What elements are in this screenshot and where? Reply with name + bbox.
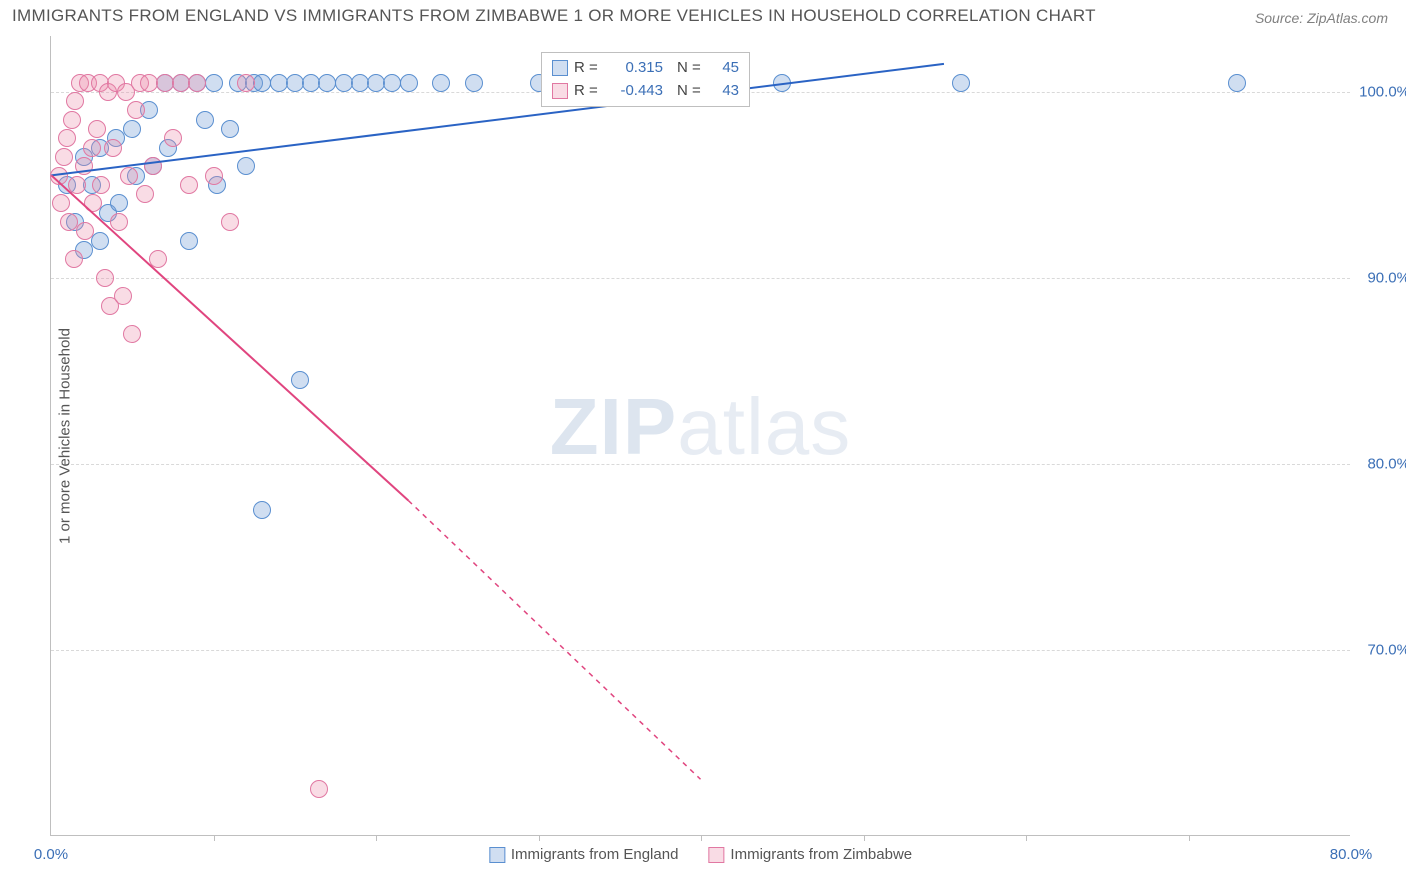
correlation-legend: R = 0.315 N = 45 R = -0.443 N = 43: [541, 52, 750, 107]
legend-item-england: Immigrants from England: [489, 846, 679, 863]
gridline-h: [51, 650, 1350, 651]
data-point-zimbabwe: [68, 176, 86, 194]
swatch-zimbabwe-icon: [708, 847, 724, 863]
data-point-england: [221, 120, 239, 138]
data-point-england: [432, 74, 450, 92]
x-minor-tick: [1189, 835, 1190, 841]
data-point-zimbabwe: [92, 176, 110, 194]
data-point-zimbabwe: [144, 157, 162, 175]
data-point-england: [196, 111, 214, 129]
source-label: Source: ZipAtlas.com: [1255, 10, 1388, 26]
data-point-zimbabwe: [88, 120, 106, 138]
data-point-zimbabwe: [104, 139, 122, 157]
legend-item-zimbabwe: Immigrants from Zimbabwe: [708, 846, 912, 863]
data-point-england: [291, 371, 309, 389]
x-tick-label: 80.0%: [1330, 846, 1373, 863]
x-minor-tick: [864, 835, 865, 841]
data-point-zimbabwe: [50, 167, 68, 185]
data-point-zimbabwe: [164, 129, 182, 147]
data-point-zimbabwe: [76, 222, 94, 240]
data-point-zimbabwe: [149, 250, 167, 268]
data-point-zimbabwe: [120, 167, 138, 185]
data-point-england: [110, 194, 128, 212]
gridline-h: [51, 278, 1350, 279]
correlation-chart: IMMIGRANTS FROM ENGLAND VS IMMIGRANTS FR…: [0, 0, 1406, 892]
data-point-zimbabwe: [96, 269, 114, 287]
y-tick-label: 80.0%: [1355, 455, 1406, 472]
data-point-england: [952, 74, 970, 92]
data-point-zimbabwe: [75, 157, 93, 175]
data-point-zimbabwe: [188, 74, 206, 92]
data-point-zimbabwe: [136, 185, 154, 203]
y-tick-label: 70.0%: [1355, 641, 1406, 658]
watermark: ZIPatlas: [550, 380, 851, 472]
series-legend: Immigrants from England Immigrants from …: [489, 846, 912, 863]
data-point-zimbabwe: [221, 213, 239, 231]
trendlines: [51, 36, 1350, 835]
y-tick-label: 90.0%: [1355, 269, 1406, 286]
y-axis-label: 1 or more Vehicles in Household: [57, 328, 74, 544]
data-point-zimbabwe: [55, 148, 73, 166]
data-point-zimbabwe: [63, 111, 81, 129]
data-point-zimbabwe: [127, 101, 145, 119]
data-point-england: [123, 120, 141, 138]
x-minor-tick: [701, 835, 702, 841]
data-point-england: [253, 501, 271, 519]
data-point-england: [237, 157, 255, 175]
chart-title: IMMIGRANTS FROM ENGLAND VS IMMIGRANTS FR…: [12, 6, 1096, 26]
legend-row-england: R = 0.315 N = 45: [552, 57, 739, 80]
data-point-england: [180, 232, 198, 250]
x-minor-tick: [376, 835, 377, 841]
data-point-zimbabwe: [205, 167, 223, 185]
data-point-zimbabwe: [110, 213, 128, 231]
data-point-zimbabwe: [65, 250, 83, 268]
trendline-dash-zimbabwe: [408, 501, 700, 780]
data-point-zimbabwe: [84, 194, 102, 212]
data-point-zimbabwe: [58, 129, 76, 147]
swatch-england-icon: [489, 847, 505, 863]
data-point-zimbabwe: [52, 194, 70, 212]
data-point-zimbabwe: [310, 780, 328, 798]
data-point-zimbabwe: [114, 287, 132, 305]
gridline-h: [51, 464, 1350, 465]
swatch-england: [552, 60, 568, 76]
data-point-zimbabwe: [237, 74, 255, 92]
data-point-zimbabwe: [83, 139, 101, 157]
swatch-zimbabwe: [552, 83, 568, 99]
data-point-zimbabwe: [66, 92, 84, 110]
y-tick-label: 100.0%: [1355, 83, 1406, 100]
plot-area: 1 or more Vehicles in Household ZIPatlas…: [50, 36, 1350, 836]
data-point-zimbabwe: [123, 325, 141, 343]
data-point-zimbabwe: [180, 176, 198, 194]
x-minor-tick: [214, 835, 215, 841]
data-point-england: [1228, 74, 1246, 92]
data-point-zimbabwe: [60, 213, 78, 231]
data-point-england: [205, 74, 223, 92]
x-minor-tick: [539, 835, 540, 841]
data-point-england: [465, 74, 483, 92]
legend-row-zimbabwe: R = -0.443 N = 43: [552, 80, 739, 103]
x-minor-tick: [1026, 835, 1027, 841]
x-tick-label: 0.0%: [34, 846, 68, 863]
data-point-england: [400, 74, 418, 92]
data-point-england: [773, 74, 791, 92]
